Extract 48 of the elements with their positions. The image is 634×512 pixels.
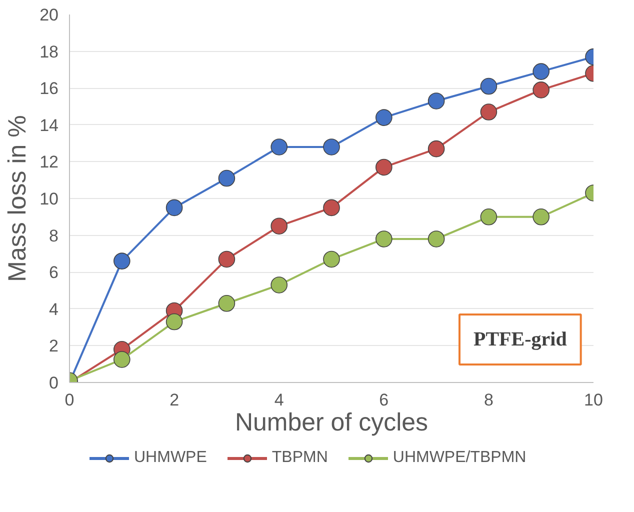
- point: [480, 78, 498, 95]
- point: [323, 138, 340, 156]
- point: [428, 92, 445, 110]
- point: [428, 140, 445, 158]
- point: [376, 158, 392, 176]
- point: [532, 82, 550, 98]
- point: [323, 199, 340, 216]
- x-axis-title: Number of cycles: [234, 408, 428, 436]
- point: [218, 250, 236, 268]
- point: [114, 351, 130, 368]
- legend-label: TBPMN: [272, 449, 328, 467]
- y-tick-label: 14: [40, 116, 59, 135]
- point: [532, 208, 550, 226]
- y-tick-label: 4: [49, 300, 59, 319]
- annotation: PTFE-grid: [474, 328, 567, 350]
- y-axis-title: Mass loss in %: [4, 115, 32, 282]
- y-tick-label: 2: [49, 336, 59, 356]
- y-tick-label: 0: [49, 374, 59, 392]
- x-tick-label: 2: [170, 390, 180, 410]
- y-tick-label: 10: [40, 190, 59, 208]
- point: [166, 313, 183, 330]
- point: [270, 218, 288, 234]
- y-tick-label: 16: [40, 79, 59, 98]
- point: [376, 230, 392, 248]
- point: [270, 276, 288, 294]
- point: [323, 250, 340, 268]
- point: [480, 104, 498, 120]
- point: [270, 138, 288, 156]
- y-tick-label: 12: [40, 152, 59, 172]
- x-tick-label: 10: [584, 390, 603, 410]
- point: [480, 208, 498, 226]
- point: [114, 252, 130, 270]
- x-tick-label: 4: [274, 390, 284, 410]
- x-tick-label: 8: [484, 390, 494, 410]
- point: [376, 109, 392, 126]
- point: [218, 294, 236, 312]
- point: [428, 230, 445, 248]
- y-tick-label: 20: [40, 6, 59, 24]
- y-tick-label: 6: [49, 263, 59, 282]
- x-tick-label: 0: [64, 390, 74, 410]
- point: [166, 199, 183, 216]
- y-tick-label: 18: [40, 42, 59, 62]
- legend-label: UHMWPE: [134, 449, 207, 467]
- legend-label: UHMWPE/TBPMN: [392, 449, 526, 467]
- x-tick-label: 6: [379, 390, 389, 410]
- y-tick-label: 8: [49, 226, 59, 246]
- point: [218, 170, 236, 187]
- point: [532, 63, 550, 80]
